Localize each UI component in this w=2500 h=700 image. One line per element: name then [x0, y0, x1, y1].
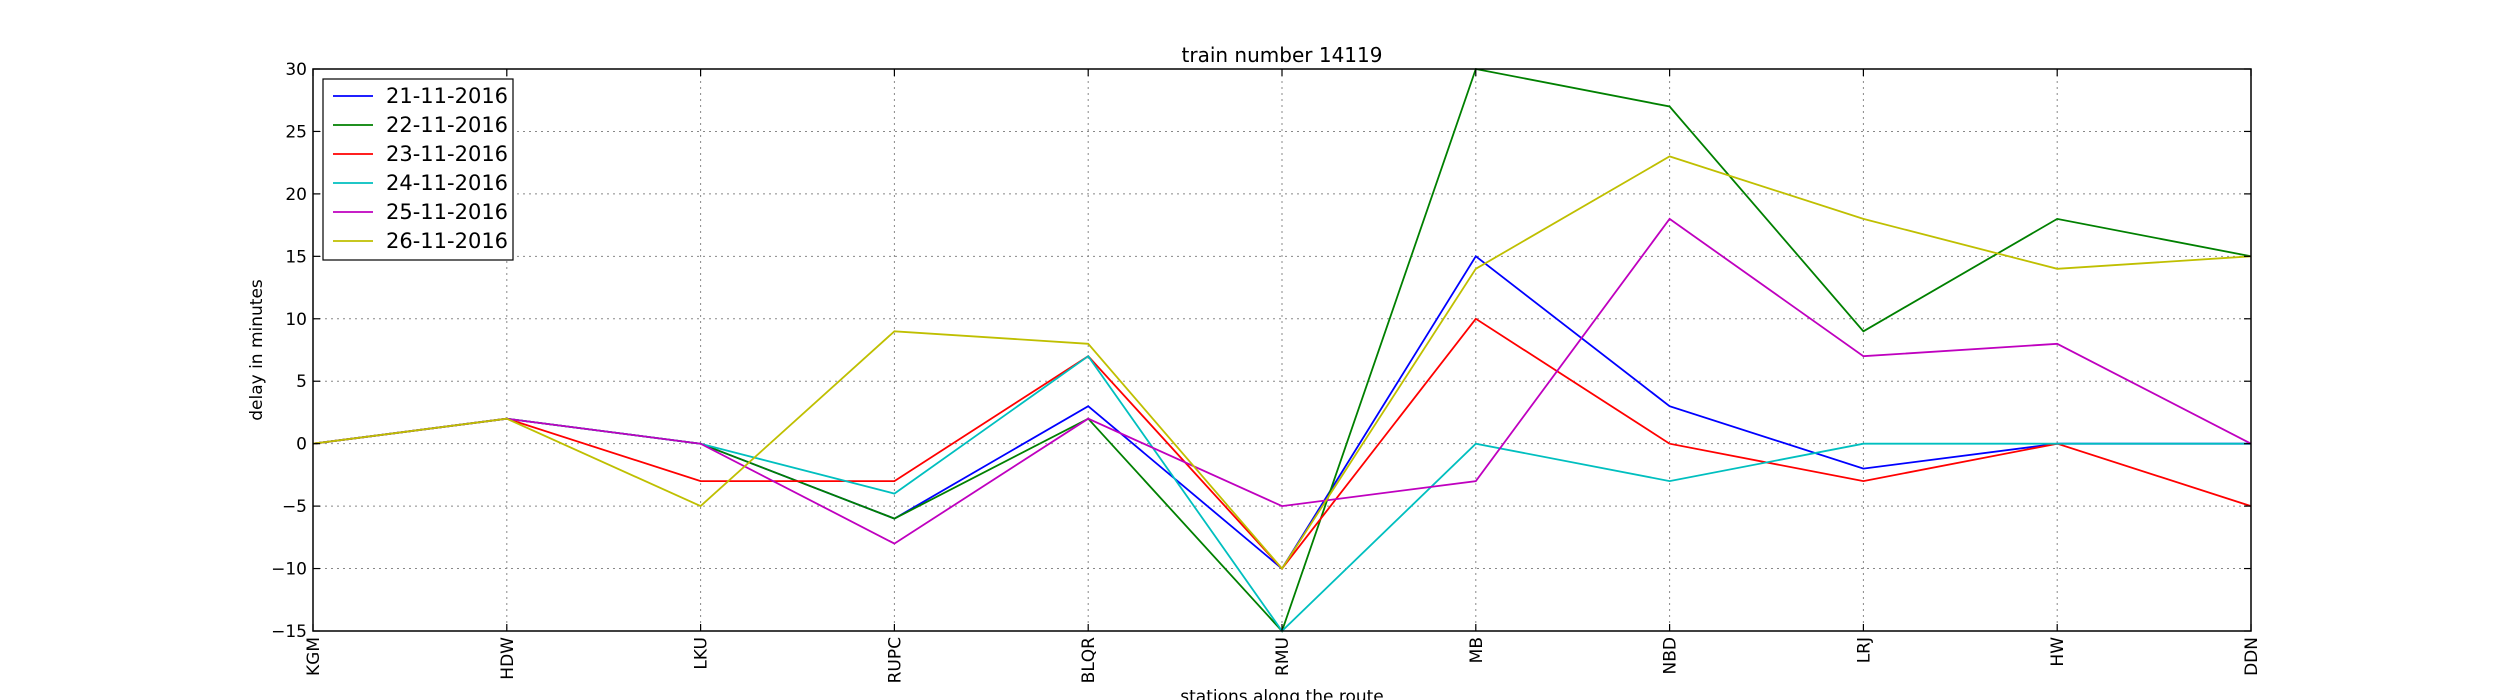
legend-label: 22-11-2016	[386, 113, 508, 137]
x-tick-label: DDN	[2242, 637, 2262, 676]
x-tick-label: RMU	[1273, 637, 1293, 676]
y-tick-label: −5	[282, 497, 307, 517]
legend-label: 24-11-2016	[386, 171, 508, 195]
y-tick-label: 25	[285, 122, 307, 142]
y-tick-label: 5	[296, 372, 307, 392]
y-axis-title: delay in minutes	[247, 279, 267, 421]
legend-box	[322, 78, 514, 261]
x-tick-labels: KGM HDW LKU RUPC BLQR RMU MB NBD LRJ HW DDN	[304, 637, 2262, 684]
y-tick-label: −10	[271, 560, 307, 580]
y-tick-label: 20	[285, 185, 307, 205]
y-tick-label: −15	[271, 622, 307, 642]
series-line-24-11-2016	[312, 354, 2251, 633]
axis-ticks	[312, 68, 2252, 632]
y-tick-label: 30	[285, 60, 307, 80]
legend-label: 26-11-2016	[386, 229, 508, 253]
x-tick-label: LRJ	[1854, 637, 1874, 663]
y-tick-labels: −15 −10 −5 0 5 10 15 20 25 30	[271, 60, 307, 642]
legend: 21-11-2016 22-11-2016 23-11-2016 24-11-2016…	[322, 78, 514, 261]
legend-label: 21-11-2016	[386, 84, 508, 108]
legend-label: 25-11-2016	[386, 200, 508, 224]
y-tick-label: 10	[285, 310, 307, 330]
chart-title: train number 14119	[1182, 43, 1383, 67]
x-tick-label: KGM	[304, 637, 324, 676]
x-axis-title: stations along the route	[1180, 687, 1384, 700]
legend-label: 23-11-2016	[386, 142, 508, 166]
x-tick-label: BLQR	[1079, 637, 1099, 684]
x-tick-label: LKU	[692, 637, 712, 670]
x-tick-label: MB	[1467, 637, 1487, 663]
x-tick-label: RUPC	[885, 637, 905, 683]
y-tick-label: 0	[296, 435, 307, 455]
x-tick-label: HW	[2048, 637, 2068, 667]
x-tick-label: HDW	[498, 637, 518, 680]
series-line-25-11-2016	[312, 217, 2252, 545]
series-line-26-11-2016	[312, 155, 2252, 571]
y-tick-label: 15	[285, 247, 307, 267]
x-tick-label: NBD	[1661, 637, 1681, 674]
